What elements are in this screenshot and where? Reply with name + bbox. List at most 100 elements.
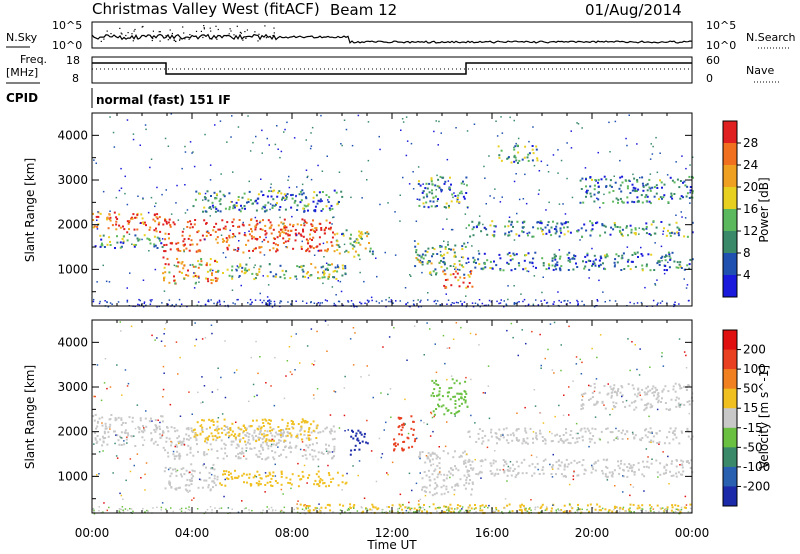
heatmap-cell <box>221 219 224 222</box>
heatmap-cell <box>227 305 230 308</box>
nsearch-dot <box>151 39 153 42</box>
heatmap-cell <box>270 419 272 422</box>
heatmap-cell <box>287 234 290 237</box>
heatmap-cell <box>583 472 586 475</box>
heatmap-cell <box>259 299 262 301</box>
heatmap-cell <box>394 254 397 256</box>
heatmap-cell <box>502 436 505 439</box>
heatmap-cell <box>305 139 307 141</box>
heatmap-cell <box>538 473 541 475</box>
heatmap-cell <box>328 474 331 477</box>
heatmap-cell <box>628 467 631 470</box>
heatmap-cell <box>167 468 170 471</box>
heatmap-cell <box>173 427 176 430</box>
heatmap-cell <box>321 302 323 304</box>
heatmap-cell <box>157 419 159 421</box>
colorbar-segment <box>723 143 737 166</box>
heatmap-cell <box>529 427 532 430</box>
heatmap-cell <box>609 184 612 187</box>
heatmap-cell <box>609 385 612 388</box>
heatmap-cell <box>320 227 323 229</box>
heatmap-cell <box>129 507 131 510</box>
heatmap-cell <box>506 480 508 482</box>
heatmap-cell <box>325 426 328 429</box>
heatmap-cell <box>338 300 341 303</box>
heatmap-cell <box>547 348 549 351</box>
heatmap-cell <box>514 302 517 305</box>
heatmap-cell <box>453 255 456 258</box>
heatmap-cell <box>231 265 234 268</box>
heatmap-cell <box>577 301 579 303</box>
heatmap-cell <box>438 387 441 390</box>
heatmap-cell <box>278 433 281 436</box>
heatmap-cell <box>462 180 464 183</box>
heatmap-cell <box>569 260 572 263</box>
heatmap-cell <box>126 436 128 438</box>
heatmap-cell <box>683 278 685 280</box>
heatmap-cell <box>368 300 370 302</box>
heatmap-cell <box>312 236 315 239</box>
heatmap-cell <box>435 379 437 382</box>
date-label: 01/Aug/2014 <box>585 1 682 19</box>
heatmap-cell <box>616 226 619 228</box>
time-x-axis-label: Time UT <box>366 538 417 552</box>
heatmap-cell <box>407 432 410 435</box>
heatmap-cell <box>418 510 420 512</box>
heatmap-cell <box>333 216 335 218</box>
heatmap-cell <box>645 387 648 390</box>
nsky-label: N.Sky <box>6 31 38 44</box>
heatmap-cell <box>245 473 248 476</box>
heatmap-cell <box>661 355 663 358</box>
heatmap-cell <box>598 505 601 508</box>
heatmap-cell <box>286 434 289 437</box>
heatmap-cell <box>177 241 180 244</box>
heatmap-cell <box>480 471 483 474</box>
heatmap-cell <box>167 455 170 458</box>
heatmap-cell <box>308 250 311 253</box>
heatmap-cell <box>109 240 111 243</box>
heatmap-cell <box>255 440 258 443</box>
heatmap-cell <box>520 509 523 511</box>
heatmap-cell <box>121 437 123 439</box>
heatmap-cell <box>295 194 297 197</box>
heatmap-cell <box>228 436 230 439</box>
heatmap-cell <box>627 258 630 261</box>
heatmap-cell <box>579 429 582 432</box>
heatmap-cell <box>330 428 333 431</box>
heatmap-cell <box>150 438 153 441</box>
nsearch-dot <box>203 25 205 27</box>
heatmap-cell <box>270 232 273 235</box>
heatmap-cell <box>414 240 416 242</box>
heatmap-cell <box>167 303 169 306</box>
heatmap-cell <box>269 263 271 265</box>
heatmap-cell <box>606 479 609 481</box>
heatmap-cell <box>217 209 220 212</box>
heatmap-cell <box>665 234 668 237</box>
heatmap-cell <box>259 356 261 358</box>
heatmap-cell <box>203 385 206 387</box>
heatmap-cell <box>461 192 463 195</box>
heatmap-cell <box>426 322 428 324</box>
heatmap-cell <box>650 510 652 512</box>
heatmap-cell <box>573 257 576 260</box>
heatmap-cell <box>153 214 156 217</box>
heatmap-cell <box>679 197 682 200</box>
heatmap-cell <box>235 201 238 204</box>
heatmap-cell <box>393 448 396 451</box>
heatmap-cell <box>610 474 613 477</box>
heatmap-cell <box>438 261 441 264</box>
heatmap-cell <box>618 229 621 232</box>
heatmap-cell <box>544 458 547 461</box>
heatmap-cell <box>448 347 451 349</box>
heatmap-cell <box>598 509 601 512</box>
heatmap-cell <box>290 487 292 490</box>
heatmap-cell <box>448 248 451 250</box>
heatmap-cell <box>170 507 172 509</box>
heatmap-cell <box>349 338 352 340</box>
heatmap-cell <box>649 389 652 392</box>
heatmap-cell <box>671 504 674 507</box>
heatmap-cell <box>360 170 363 173</box>
heatmap-cell <box>380 392 382 394</box>
heatmap-cell <box>285 270 288 273</box>
heatmap-cell <box>169 242 172 245</box>
